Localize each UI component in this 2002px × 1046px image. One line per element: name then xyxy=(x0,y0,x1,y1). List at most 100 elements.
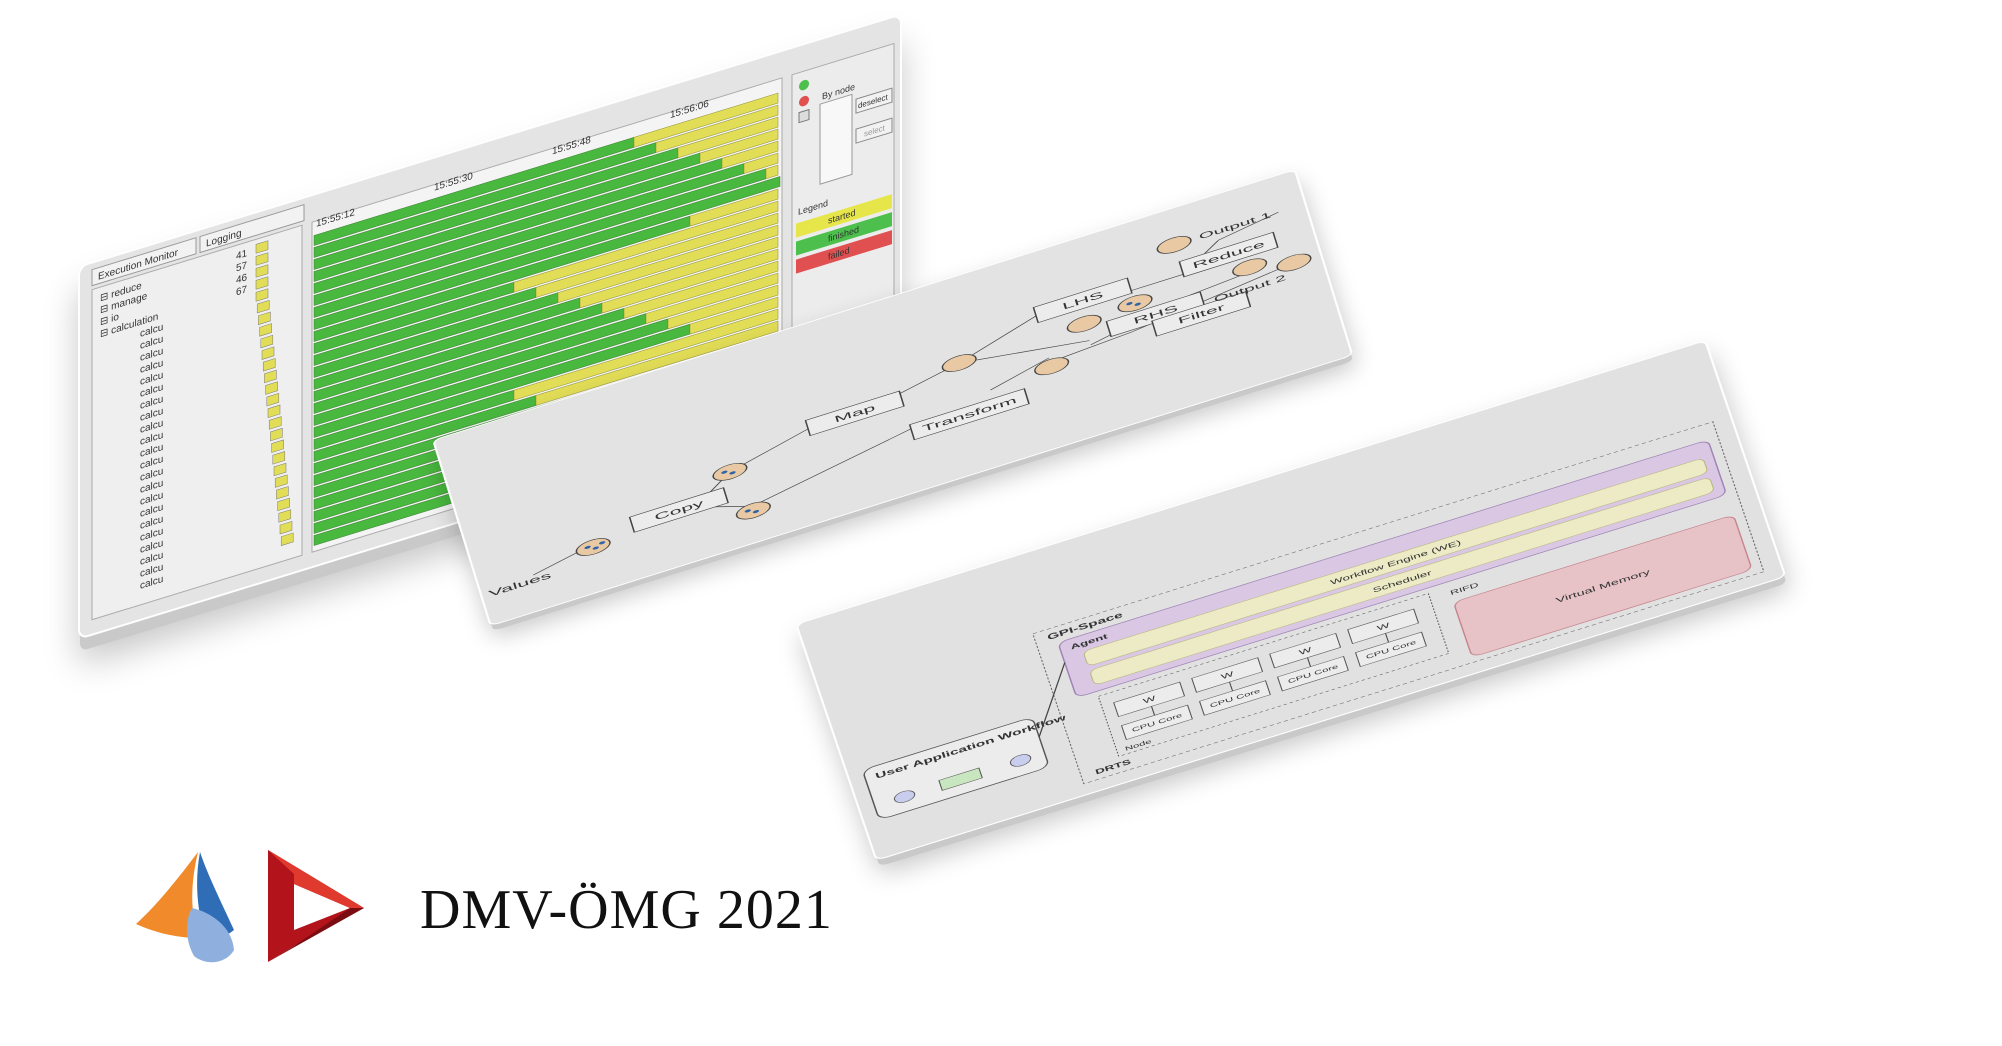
monitor-sub-swatch xyxy=(260,334,274,349)
monitor-sidebar xyxy=(91,224,303,621)
workflow-edge xyxy=(1050,331,1133,363)
cpu-core-box xyxy=(1276,655,1349,692)
workflow-graph-panel: Values Copy Map Transform LHS RHS Reduce Output… xyxy=(432,168,1354,627)
monitor-category-swatch xyxy=(255,264,269,278)
monitor-category-count: 57 xyxy=(236,260,247,274)
monitor-sub-swatch xyxy=(267,404,281,418)
monitor-sub-swatch xyxy=(270,427,283,442)
monitor-sub-swatch xyxy=(266,393,280,407)
copy-out-place-top xyxy=(712,462,748,481)
monitor-bar-started xyxy=(579,236,779,309)
monitor-tab-bg xyxy=(91,237,197,287)
architecture-panel: User Application Workflow GPI-Space Agent W… xyxy=(795,339,1787,861)
architecture-diagram-view: User Application WorkflowGPI-SpaceAgentW… xyxy=(797,341,1785,860)
monitor-bar-started xyxy=(513,308,779,401)
monitor-bar-started xyxy=(535,212,779,298)
monitor-sub-swatch xyxy=(276,486,289,500)
monitor-bar-started xyxy=(667,284,779,330)
legend-swatch xyxy=(796,230,892,274)
monitor-sub-swatch xyxy=(255,288,269,302)
monitor-bar-started xyxy=(601,248,779,314)
workflow-edge xyxy=(751,428,912,507)
workflow-engine-box xyxy=(1083,459,1708,665)
monitor-sub-swatch xyxy=(256,299,270,314)
node-frame xyxy=(1097,593,1450,757)
monitor-bar-started xyxy=(689,296,779,335)
reduce-box xyxy=(1178,231,1279,278)
output2-place xyxy=(1276,253,1312,272)
stop-icon xyxy=(799,95,809,107)
monitor-bar-started xyxy=(699,128,779,164)
map-box xyxy=(804,390,905,437)
lhs-token-place xyxy=(1117,294,1153,313)
node-list xyxy=(819,93,853,185)
workflow-edge xyxy=(990,357,1050,391)
monitor-sub-swatch xyxy=(278,509,292,523)
monitor-category-count: 41 xyxy=(236,248,247,262)
worker-label: W xyxy=(1298,646,1314,657)
monitor-sub-swatch xyxy=(273,462,287,477)
monitor-bar-started xyxy=(633,92,779,148)
token-icon xyxy=(752,509,760,514)
workflow-output-place xyxy=(1009,754,1032,767)
worker-label: W xyxy=(1142,694,1158,705)
deselect-button-bg xyxy=(855,87,893,114)
monitor-tab-bg xyxy=(199,203,305,254)
oemg-logo-icon xyxy=(268,850,364,962)
reduce-in-place xyxy=(1232,258,1268,277)
cpu-core-box xyxy=(1120,704,1193,741)
dmv-logo-icon xyxy=(136,852,234,963)
filter-box xyxy=(1151,291,1252,337)
monitor-bar-started xyxy=(623,260,779,319)
cpu-core-box xyxy=(1354,631,1427,668)
monitor-sub-swatch xyxy=(258,311,271,325)
legend-swatch xyxy=(796,212,892,256)
worker-link xyxy=(1229,681,1234,692)
lhs-box xyxy=(1032,277,1133,324)
token-icon xyxy=(592,546,599,550)
worker-link xyxy=(1385,633,1390,643)
monitor-sub-swatch xyxy=(277,497,290,512)
monitor-bar-started xyxy=(513,200,779,293)
clear-icon xyxy=(798,108,810,124)
monitor-category-count: 67 xyxy=(236,284,247,298)
copy-out-place-bottom xyxy=(735,501,771,520)
token-icon xyxy=(1134,302,1141,306)
cpu-core-box xyxy=(1198,680,1271,716)
monitor-category-swatch xyxy=(255,240,269,254)
token-icon xyxy=(599,541,606,545)
select-button[interactable]: select xyxy=(855,117,893,144)
workflow-edge xyxy=(1218,211,1279,241)
monitor-sub-swatch xyxy=(268,416,282,430)
workflow-edge xyxy=(1131,273,1184,291)
workflow-to-agent-edge xyxy=(1038,662,1066,738)
monitor-bar-started xyxy=(765,164,779,180)
monitor-bar-started xyxy=(645,272,779,324)
worker-label: W xyxy=(1376,621,1392,632)
deselect-button[interactable]: deselect xyxy=(855,87,893,114)
monitor-category-swatch xyxy=(255,252,269,266)
output1-place xyxy=(1156,235,1192,254)
monitor-bar-started xyxy=(677,116,779,159)
monitor-sub-swatch xyxy=(259,323,272,337)
transform-box xyxy=(908,388,1030,441)
brand-title: DMV-ÖMG 2021 xyxy=(420,879,833,941)
monitor-category-swatch xyxy=(255,276,269,290)
select-button-bg xyxy=(855,117,893,144)
monitor-bar-started xyxy=(721,140,779,169)
monitor-bar-started xyxy=(689,188,779,227)
play-icon xyxy=(799,79,809,91)
worker-link xyxy=(1307,657,1312,667)
legend-swatch xyxy=(796,194,892,238)
transform-out-place xyxy=(1034,357,1070,376)
lhs-in-place xyxy=(1066,314,1102,333)
monitor-sub-swatch xyxy=(272,451,286,465)
monitor-sub-swatch xyxy=(264,369,277,384)
monitor-sub-swatch xyxy=(262,358,276,372)
workflow-edge xyxy=(959,340,1090,364)
monitor-sub-swatch xyxy=(279,520,293,535)
token-icon xyxy=(584,545,591,549)
token-icon xyxy=(1126,302,1133,306)
